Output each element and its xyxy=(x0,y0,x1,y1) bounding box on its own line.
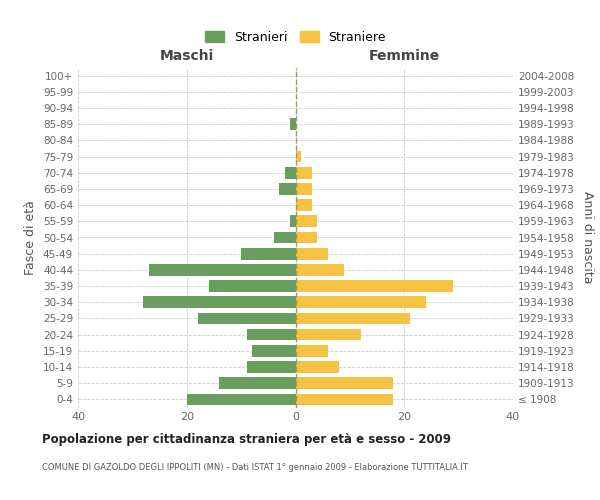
Text: Maschi: Maschi xyxy=(160,48,214,62)
Bar xyxy=(296,216,317,227)
Bar xyxy=(241,248,296,260)
Bar xyxy=(296,345,328,356)
Bar xyxy=(252,345,296,356)
Bar xyxy=(290,216,296,227)
Bar xyxy=(247,329,296,340)
Y-axis label: Anni di nascita: Anni di nascita xyxy=(581,191,594,284)
Bar xyxy=(296,183,312,195)
Bar xyxy=(296,329,361,340)
Bar xyxy=(187,394,296,405)
Bar xyxy=(296,200,312,211)
Bar xyxy=(247,361,296,373)
Bar xyxy=(296,280,453,292)
Bar xyxy=(197,312,296,324)
Bar xyxy=(296,312,410,324)
Text: Popolazione per cittadinanza straniera per età e sesso - 2009: Popolazione per cittadinanza straniera p… xyxy=(42,432,451,446)
Text: Femmine: Femmine xyxy=(368,48,440,62)
Bar xyxy=(296,296,426,308)
Bar xyxy=(209,280,296,292)
Bar xyxy=(284,167,296,178)
Bar xyxy=(274,232,296,243)
Bar xyxy=(296,150,301,162)
Text: COMUNE DI GAZOLDO DEGLI IPPOLITI (MN) - Dati ISTAT 1° gennaio 2009 - Elaborazion: COMUNE DI GAZOLDO DEGLI IPPOLITI (MN) - … xyxy=(42,462,468,471)
Bar xyxy=(143,296,296,308)
Bar xyxy=(279,183,296,195)
Y-axis label: Fasce di età: Fasce di età xyxy=(25,200,37,275)
Bar xyxy=(149,264,296,276)
Bar xyxy=(290,118,296,130)
Legend: Stranieri, Straniere: Stranieri, Straniere xyxy=(200,26,391,49)
Bar xyxy=(296,167,312,178)
Bar xyxy=(296,361,339,373)
Bar xyxy=(296,394,394,405)
Bar xyxy=(220,378,296,389)
Bar xyxy=(296,232,317,243)
Bar xyxy=(296,264,344,276)
Bar xyxy=(296,248,328,260)
Bar xyxy=(296,378,394,389)
